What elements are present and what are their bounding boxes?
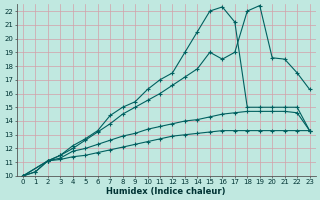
X-axis label: Humidex (Indice chaleur): Humidex (Indice chaleur): [107, 187, 226, 196]
